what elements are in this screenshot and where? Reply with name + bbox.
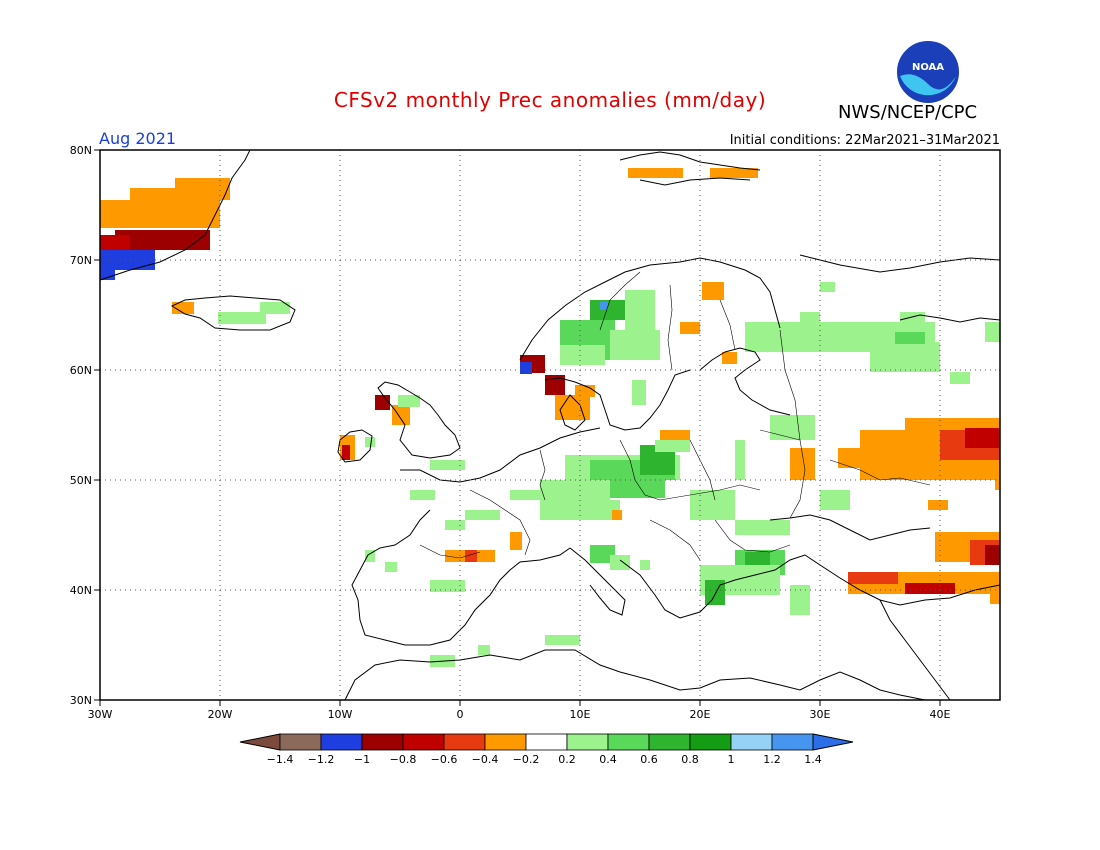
lat-ticks — [94, 149, 100, 701]
lon-label-0: 0 — [457, 708, 464, 721]
colorbar-label: 0.6 — [640, 753, 658, 766]
colorbar-swatch — [484, 733, 527, 751]
noaa-logo: NOAA — [897, 41, 959, 103]
colorbar-label: −0.4 — [472, 753, 499, 766]
colorbar-label: 0.4 — [599, 753, 617, 766]
colorbar-label: −1.2 — [308, 753, 335, 766]
lon-label-20w: 20W — [208, 708, 233, 721]
coastlines — [99, 149, 1001, 701]
lon-ticks — [99, 700, 941, 706]
colorbar-swatch — [689, 733, 732, 751]
colorbar-swatch — [402, 733, 445, 751]
lon-label-30w: 30W — [88, 708, 113, 721]
initial-conditions: Initial conditions: 22Mar2021–31Mar2021 — [729, 133, 1000, 148]
colorbar-label: 1 — [728, 753, 735, 766]
lat-label-50n: 50N — [70, 474, 92, 487]
map-title: CFSv2 monthly Prec anomalies (mm/day) — [333, 88, 767, 112]
colorbar-swatch — [648, 733, 691, 751]
gridlines — [100, 150, 1000, 700]
colorbar-swatch — [730, 733, 773, 751]
colorbar-label: −1.4 — [267, 753, 294, 766]
colorbar-swatch — [771, 733, 814, 751]
colorbar-above-arrow — [812, 733, 854, 751]
map-frame — [99, 149, 1001, 701]
colorbar-swatch — [566, 733, 609, 751]
colorbar-label: 1.4 — [804, 753, 822, 766]
anomaly-cells — [100, 168, 1000, 667]
lat-label-40n: 40N — [70, 584, 92, 597]
forecast-month: Aug 2021 — [99, 129, 177, 148]
colorbar-label: −0.2 — [513, 753, 540, 766]
colorbar-swatch — [320, 733, 363, 751]
lat-label-70n: 70N — [70, 254, 92, 267]
lat-label-80n: 80N — [70, 144, 92, 157]
lon-label-10w: 10W — [328, 708, 353, 721]
colorbar-swatch — [443, 733, 486, 751]
colorbar-label: 0.8 — [681, 753, 699, 766]
colorbar-label: 0.2 — [558, 753, 576, 766]
colorbar-swatch — [279, 733, 322, 751]
lon-label-20e: 20E — [690, 708, 711, 721]
lat-label-30n: 30N — [70, 694, 92, 707]
lon-label-40e: 40E — [930, 708, 951, 721]
colorbar-swatch — [361, 733, 404, 751]
colorbar-label: 1.2 — [763, 753, 781, 766]
colorbar-label: −0.8 — [390, 753, 417, 766]
map-background — [100, 150, 1000, 700]
colorbar-swatch — [607, 733, 650, 751]
colorbar: −1.4 −1.2 −1 −0.8 −0.6 −0.4 −0.2 0.2 0.4 0.6 0.8 1 1… — [239, 733, 854, 766]
colorbar-label: −0.6 — [431, 753, 458, 766]
colorbar-label: −1 — [354, 753, 370, 766]
agency-label: NWS/NCEP/CPC — [838, 102, 978, 123]
noaa-logo-text: NOAA — [912, 62, 944, 73]
lon-label-30e: 30E — [810, 708, 831, 721]
colorbar-swatch — [525, 733, 568, 751]
lon-label-10e: 10E — [570, 708, 591, 721]
colorbar-below-arrow — [239, 733, 281, 751]
lat-label-60n: 60N — [70, 364, 92, 377]
